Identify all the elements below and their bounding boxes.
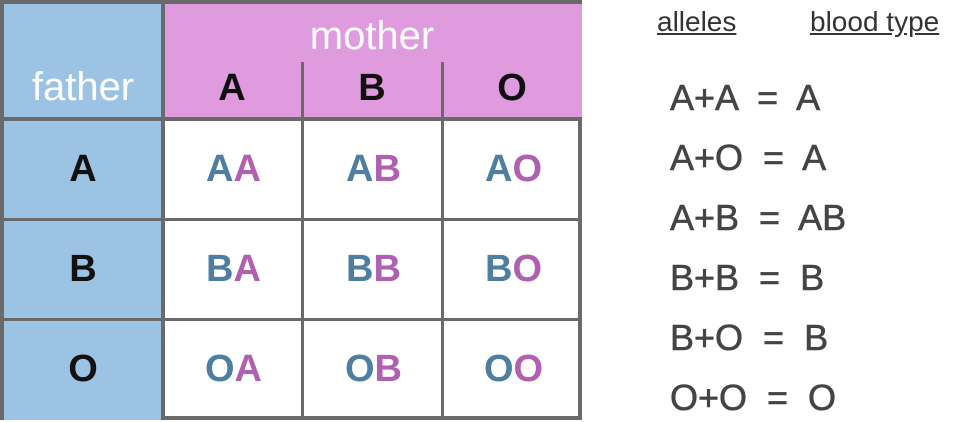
father-allele: A bbox=[206, 148, 234, 190]
allele-label: A bbox=[69, 148, 97, 190]
father-label: father bbox=[31, 65, 135, 109]
allele-label: O bbox=[68, 348, 98, 390]
mother-allele: O bbox=[513, 348, 544, 390]
mother-allele: A bbox=[233, 248, 261, 290]
father-allele: O bbox=[483, 348, 514, 390]
mother-allele: B bbox=[374, 348, 402, 390]
allele-label: O bbox=[497, 67, 527, 109]
mother-label: mother bbox=[309, 13, 435, 58]
father-allele-row-label: O bbox=[4, 321, 162, 418]
mother-header: mother bbox=[162, 4, 582, 64]
father-allele: O bbox=[344, 348, 375, 390]
blood-type-rule: B+O = B bbox=[670, 317, 829, 359]
allele-label: B bbox=[69, 248, 97, 290]
blood-type-header: blood type bbox=[810, 6, 940, 37]
father-allele: B bbox=[346, 248, 374, 290]
blood-type-rule: A+A = A bbox=[670, 77, 821, 119]
blood-type-rule: O+O = O bbox=[670, 377, 837, 419]
blood-type-rule: A+B = AB bbox=[670, 197, 847, 239]
father-allele-row-label: A bbox=[4, 121, 162, 218]
mother-allele: A bbox=[234, 348, 262, 390]
mother-allele-o: O bbox=[442, 59, 582, 118]
mother-allele: O bbox=[512, 248, 542, 290]
mother-allele-b: B bbox=[302, 59, 442, 118]
allele-label: A bbox=[218, 67, 246, 109]
mother-allele-a: A bbox=[162, 59, 302, 118]
blood-type-rule: A+O = A bbox=[670, 137, 827, 179]
father-allele: A bbox=[346, 148, 374, 190]
father-allele: B bbox=[484, 248, 513, 290]
father-allele: O bbox=[204, 348, 235, 390]
alleles-header: alleles bbox=[657, 6, 737, 37]
father-allele: A bbox=[484, 148, 513, 190]
allele-label: B bbox=[358, 67, 386, 109]
mother-allele: B bbox=[373, 148, 401, 190]
blood-type-rule: B+B = B bbox=[670, 257, 825, 299]
mother-allele: A bbox=[233, 148, 261, 190]
father-allele-row-label: B bbox=[4, 221, 162, 318]
father-allele: B bbox=[206, 248, 234, 290]
mother-allele: O bbox=[512, 148, 542, 190]
mother-allele: B bbox=[373, 248, 401, 290]
father-column bbox=[4, 118, 162, 420]
father-header: father bbox=[4, 4, 162, 118]
